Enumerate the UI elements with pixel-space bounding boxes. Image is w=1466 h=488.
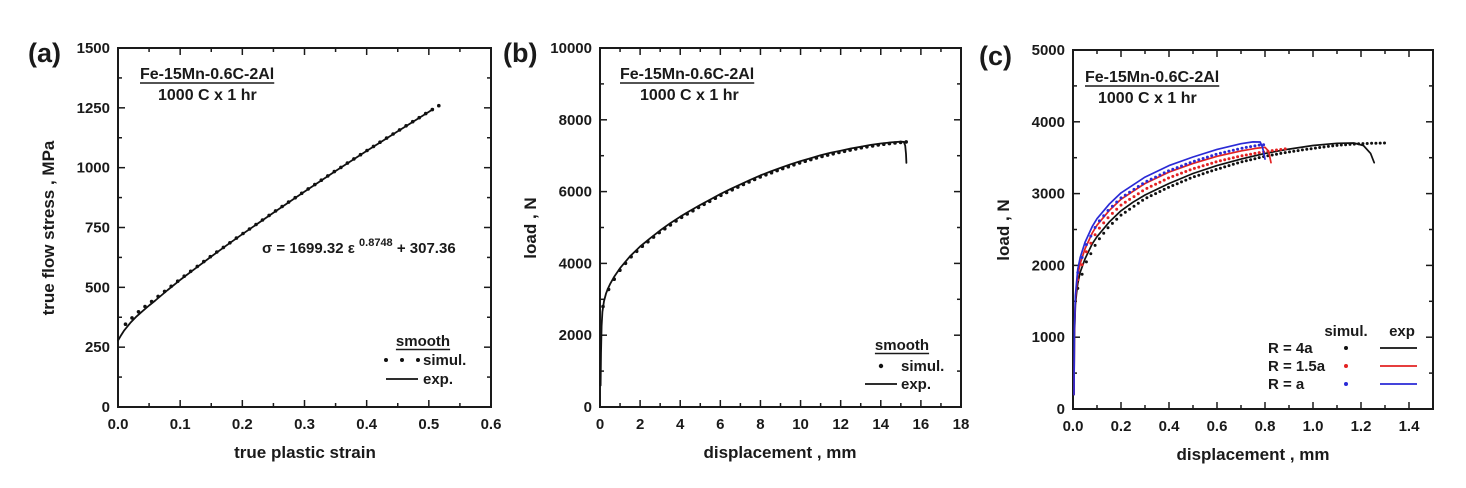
legend-label: R = 4a [1268,340,1313,357]
chart-subtitle: 1000 C x 1 hr [1098,90,1197,107]
legend-title: smooth [396,333,450,350]
x-tick-label: 0.2 [232,416,253,433]
y-tick-label: 500 [85,279,110,296]
y-tick-label: 0 [584,399,592,416]
y-tick-label: 6000 [559,184,592,201]
legend-title: smooth [875,337,929,354]
legend-label: R = a [1268,376,1305,393]
y-tick-label: 5000 [1032,42,1065,59]
series-simul. [123,103,441,327]
x-tick-label: 2 [636,416,644,433]
x-tick-label: 0.8 [1255,418,1276,435]
y-tick-label: 8000 [559,112,592,129]
y-tick-label: 3000 [1032,186,1065,203]
x-tick-label: 0 [596,416,604,433]
legend-label: R = 1.5a [1268,358,1326,375]
y-axis-title: load , N [994,199,1013,260]
x-tick-label: 1.4 [1399,418,1421,435]
y-tick-label: 1250 [77,100,110,117]
x-tick-label: 18 [953,416,970,433]
x-tick-label: 12 [832,416,849,433]
series-simul. [601,140,908,309]
x-tick-label: 8 [756,416,764,433]
legend: smooth simul. exp. [384,333,466,388]
x-tick-label: 0.0 [1063,418,1084,435]
series-simul.-r-4a [1076,141,1386,290]
legend: simul. exp R = 4aR = 1.5aR = a [1268,323,1417,393]
y-tick-label: 4000 [559,255,592,272]
chart-title: Fe-15Mn-0.6C-2Al [140,66,274,83]
x-tick-label: 0.4 [356,416,378,433]
y-tick-label: 0 [102,399,110,416]
y-tick-label: 250 [85,339,110,356]
legend: smooth simul.exp. [865,337,944,393]
series-simul.-r-a [1076,143,1266,275]
panel-label: (a) [28,38,61,68]
chart-subtitle: 1000 C x 1 hr [158,87,257,104]
y-tick-label: 4000 [1032,114,1065,131]
y-tick-label: 2000 [1032,257,1065,274]
legend-label: exp. [901,376,931,393]
legend-header: simul. [1324,323,1367,340]
x-tick-label: 0.6 [481,416,502,433]
legend-label: simul. [901,358,944,375]
x-tick-label: 0.3 [294,416,315,433]
chart-b: 0 2 4 6 8 10 12 14 16 18 0 2000 4000 6000 8000 10000 dis… [503,38,969,462]
chart-subtitle: 1000 C x 1 hr [640,87,739,104]
fit-equation: σ = 1699.32 ε 0.8748 + 307.36 [262,237,456,257]
y-tick-label: 2000 [559,327,592,344]
x-tick-label: 1.0 [1303,418,1324,435]
x-axis-title: displacement , mm [703,443,856,462]
legend-marker-dot [1344,382,1348,386]
x-axis-title: displacement , mm [1176,445,1329,464]
x-tick-label: 0.2 [1111,418,1132,435]
x-tick-label: 0.6 [1207,418,1228,435]
y-tick-label: 750 [85,220,110,237]
x-tick-label: 0.1 [170,416,191,433]
panel-label: (b) [503,38,537,68]
x-tick-label: 16 [913,416,930,433]
x-tick-label: 4 [676,416,685,433]
x-axis-title: true plastic strain [234,443,376,462]
y-axis-title: true flow stress , MPa [39,140,58,315]
series-exp. [117,108,435,342]
y-tick-label: 0 [1057,401,1065,418]
legend-marker-dot [384,358,388,362]
series-exp.-r-a [1073,141,1266,396]
x-tick-label: 6 [716,416,724,433]
legend-label: exp. [423,371,453,388]
legend-marker-dot [400,358,404,362]
chart-c: 0.0 0.2 0.4 0.6 0.8 1.0 1.2 1.4 0 1000 2000 3000 400… [979,41,1434,464]
x-tick-label: 0.0 [108,416,129,433]
chart-a: 0.0 0.1 0.2 0.3 0.4 0.5 0.6 0 250 500 750 1000 1250 1… [28,38,501,462]
y-tick-label: 1000 [77,160,110,177]
panel-label: (c) [979,41,1012,71]
y-tick-label: 10000 [550,40,592,57]
x-tick-label: 1.2 [1351,418,1372,435]
x-tick-label: 10 [792,416,809,433]
series-simul.-r-1.5a [1076,147,1287,282]
x-tick-label: 0.5 [418,416,439,433]
legend-marker-dot [416,358,420,362]
y-tick-label: 1000 [1032,329,1065,346]
y-tick-label: 1500 [77,40,110,57]
y-axis-title: load , N [521,197,540,258]
legend-label: simul. [423,352,466,369]
legend-marker-dot [878,363,884,369]
series-exp.-r-4a [1073,142,1376,396]
legend-marker-dot [1344,346,1348,350]
x-tick-label: 14 [872,416,889,433]
chart-title: Fe-15Mn-0.6C-2Al [1085,69,1219,86]
x-tick-label: 0.4 [1159,418,1181,435]
legend-header: exp [1389,323,1415,340]
legend-marker-dot [1344,364,1348,368]
chart-title: Fe-15Mn-0.6C-2Al [620,66,754,83]
